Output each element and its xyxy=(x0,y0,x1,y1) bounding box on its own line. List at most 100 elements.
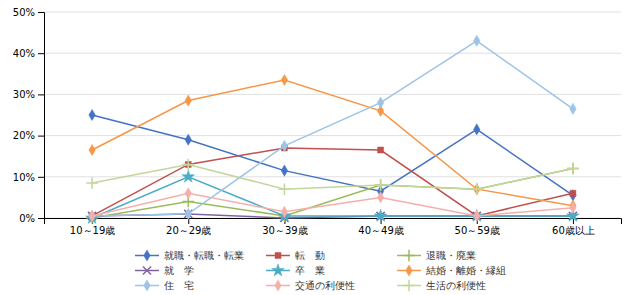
legend-label: 卒 業 xyxy=(295,265,325,276)
y-axis: 0% 10% 20% 30% 40% 50% xyxy=(13,7,45,224)
y-tick-label: 10% xyxy=(13,172,35,183)
series xyxy=(89,188,576,222)
y-tick-label: 0% xyxy=(19,213,35,224)
series-marker xyxy=(570,190,576,201)
series-layer xyxy=(86,35,580,223)
y-tick-label: 40% xyxy=(13,48,35,59)
y-tick-mark xyxy=(38,177,44,178)
series-marker xyxy=(281,165,287,176)
y-tick-mark xyxy=(38,136,44,137)
series-marker xyxy=(281,140,287,151)
grid-line xyxy=(44,53,621,54)
series xyxy=(86,159,578,195)
y-tick-mark xyxy=(38,218,44,219)
legend-item: 住 宅 xyxy=(135,280,194,291)
x-tick-label: 50～59歳 xyxy=(455,225,500,236)
series-marker xyxy=(377,97,383,108)
legend-marker xyxy=(403,250,414,261)
grid-line xyxy=(44,12,621,13)
series-marker xyxy=(185,208,191,219)
series xyxy=(86,170,580,223)
series-marker xyxy=(89,210,95,221)
series-marker xyxy=(182,170,195,182)
legend-label: 交通の利便性 xyxy=(295,280,355,291)
grid-line xyxy=(44,135,621,136)
x-tick-label: 60歳以上 xyxy=(552,225,595,236)
series-marker xyxy=(185,134,191,145)
series-marker xyxy=(89,210,95,221)
legend-item: 生活の利便性 xyxy=(397,280,486,291)
legend-item: 退職・廃業 xyxy=(397,250,476,261)
series-line xyxy=(92,164,573,189)
legend-item: 結婚・離婚・縁組 xyxy=(397,265,506,276)
y-tick: 50% xyxy=(13,7,44,18)
legend-marker xyxy=(143,266,151,274)
series-marker xyxy=(570,190,576,196)
legend-marker xyxy=(144,250,150,261)
legend-label: 結婚・離婚・縁組 xyxy=(425,265,506,276)
y-tick-label: 20% xyxy=(13,130,35,141)
legend-label: 退職・廃業 xyxy=(426,250,476,261)
series-line xyxy=(92,80,573,206)
legend-label: 転 動 xyxy=(295,250,325,261)
series-marker xyxy=(570,103,576,114)
legend-marker xyxy=(144,280,150,291)
series xyxy=(89,145,576,219)
y-tick-label: 50% xyxy=(13,7,35,18)
legend-marker xyxy=(406,265,412,276)
x-tick: 40～49歳 xyxy=(358,218,403,236)
legend-item: 卒 業 xyxy=(266,264,325,276)
x-axis-line xyxy=(45,219,622,225)
series-marker xyxy=(377,192,383,203)
x-tick-label: 40～49歳 xyxy=(358,225,403,236)
series-line xyxy=(92,41,573,216)
series-marker xyxy=(567,163,578,174)
series-marker xyxy=(279,183,290,194)
legend-marker xyxy=(275,280,281,291)
series-line xyxy=(92,177,573,218)
series-marker xyxy=(374,209,387,221)
series-line xyxy=(92,115,573,195)
legend-label: 住 宅 xyxy=(164,280,194,291)
y-tick-mark xyxy=(38,12,44,13)
legend-item: 転 動 xyxy=(266,250,325,261)
legend-item: 交通の利便性 xyxy=(266,280,355,291)
series-marker xyxy=(281,74,287,85)
x-tick-label: 20～29歳 xyxy=(166,225,211,236)
series-marker xyxy=(570,202,576,213)
series-marker xyxy=(185,188,191,199)
series-marker xyxy=(183,159,194,170)
series-marker xyxy=(378,147,384,153)
series-marker xyxy=(474,210,480,221)
series-marker xyxy=(89,144,95,155)
series-marker xyxy=(86,211,99,223)
legend-item: 就 学 xyxy=(135,265,194,276)
plot: 0% 10% 20% 30% 40% 50% 10～19歳 20～29歳 30～39歳 40～49… xyxy=(13,7,622,236)
x-tick-label: 10～19歳 xyxy=(70,225,115,236)
series-marker xyxy=(567,163,578,174)
y-tick-mark xyxy=(38,94,44,95)
x-tick: 20～29歳 xyxy=(166,218,211,236)
legend-item: 就職・転職・転業 xyxy=(135,250,244,261)
legend-marker xyxy=(275,253,281,259)
y-tick: 10% xyxy=(13,172,44,183)
y-tick: 20% xyxy=(13,130,44,141)
y-tick: 30% xyxy=(13,89,44,100)
x-tick-label: 30～39歳 xyxy=(262,225,307,236)
legend-label: 就職・転職・転業 xyxy=(164,250,244,261)
series-marker xyxy=(375,179,386,190)
y-tick-mark xyxy=(38,53,44,54)
series-marker xyxy=(185,95,191,106)
y-tick: 40% xyxy=(13,48,44,59)
legend-label: 就 学 xyxy=(164,265,194,276)
series-marker xyxy=(281,206,287,217)
legend-marker xyxy=(403,280,414,291)
chart: 0% 10% 20% 30% 40% 50% 10～19歳 20～29歳 30～39歳 40～49… xyxy=(0,0,641,295)
y-tick-label: 30% xyxy=(13,89,35,100)
series-marker xyxy=(471,183,482,194)
x-axis: 10～19歳 20～29歳 30～39歳 40～49歳 50～59歳 60歳以上 xyxy=(45,218,622,236)
legend-marker xyxy=(272,264,285,276)
series xyxy=(89,35,576,221)
series xyxy=(89,74,576,211)
grid xyxy=(44,12,621,218)
